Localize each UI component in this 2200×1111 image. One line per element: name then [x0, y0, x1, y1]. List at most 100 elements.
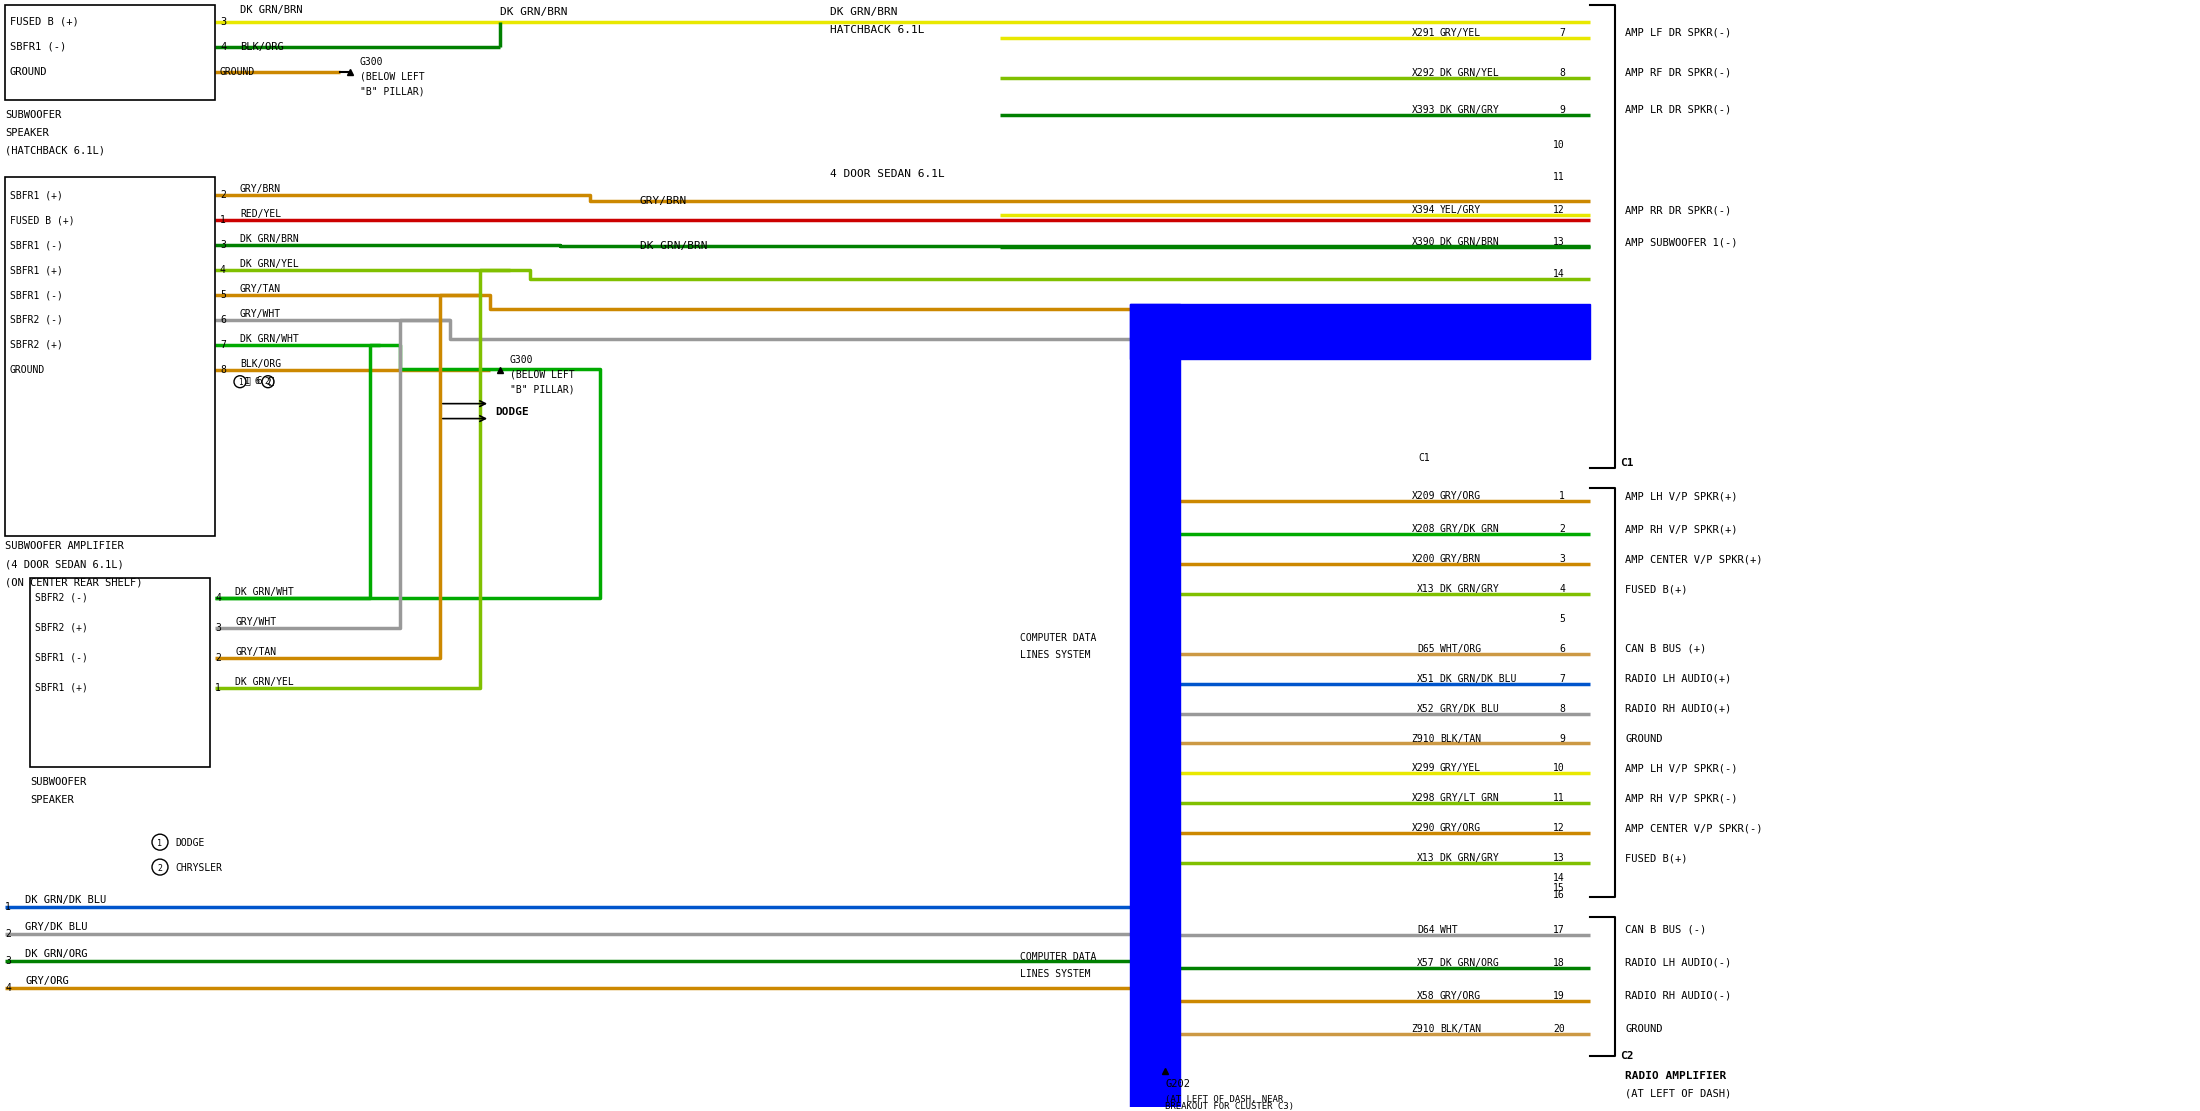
Text: X292: X292	[1412, 68, 1434, 78]
Text: 1: 1	[156, 839, 163, 848]
Text: 4: 4	[1560, 584, 1564, 594]
Text: CAN B BUS (-): CAN B BUS (-)	[1626, 924, 1707, 934]
Text: SBFR1 (-): SBFR1 (-)	[11, 42, 66, 52]
Text: GRY/ORG: GRY/ORG	[24, 975, 68, 985]
Text: WHT/ORG: WHT/ORG	[1441, 643, 1481, 653]
Text: AMP CENTER V/P SPKR(-): AMP CENTER V/P SPKR(-)	[1626, 823, 1762, 833]
Text: DK GRN/DK BLU: DK GRN/DK BLU	[24, 895, 106, 905]
Text: 13: 13	[1553, 237, 1564, 247]
Text: 5: 5	[1560, 614, 1564, 624]
Text: AMP LH V/P SPKR(-): AMP LH V/P SPKR(-)	[1626, 763, 1738, 773]
Text: 8: 8	[1560, 703, 1564, 713]
Text: SBFR2 (+): SBFR2 (+)	[35, 623, 88, 633]
Text: DK GRN/YEL: DK GRN/YEL	[235, 677, 295, 687]
Text: SBFR2 (-): SBFR2 (-)	[11, 314, 64, 324]
Text: DK GRN/GRY: DK GRN/GRY	[1441, 853, 1498, 863]
Text: CAN B BUS (+): CAN B BUS (+)	[1626, 643, 1707, 653]
Text: BLK/TAN: BLK/TAN	[1441, 733, 1481, 743]
Text: 12: 12	[1553, 206, 1564, 216]
Text: RADIO LH AUDIO(-): RADIO LH AUDIO(-)	[1626, 958, 1731, 968]
Text: GRY/LT GRN: GRY/LT GRN	[1441, 793, 1498, 803]
Text: C1: C1	[1419, 453, 1430, 463]
Text: SPEAKER: SPEAKER	[31, 795, 75, 805]
Text: BLK/ORG: BLK/ORG	[240, 42, 284, 52]
Text: 11: 11	[1553, 793, 1564, 803]
Bar	[31, 578, 209, 768]
Text: 19: 19	[1553, 991, 1564, 1001]
Text: DODGE: DODGE	[176, 838, 205, 848]
Text: 12: 12	[1553, 823, 1564, 833]
Text: 7: 7	[1560, 673, 1564, 683]
Text: 2: 2	[1560, 524, 1564, 534]
Text: 17: 17	[1553, 924, 1564, 934]
Text: SBFR1 (+): SBFR1 (+)	[35, 682, 88, 692]
Text: (4 DOOR SEDAN 6.1L): (4 DOOR SEDAN 6.1L)	[4, 559, 123, 569]
Text: X394: X394	[1412, 206, 1434, 216]
Text: 14: 14	[1553, 873, 1564, 883]
Text: DK GRN/GRY: DK GRN/GRY	[1441, 104, 1498, 114]
Text: LINES SYSTEM: LINES SYSTEM	[1021, 969, 1091, 979]
Text: DK GRN/BRN: DK GRN/BRN	[829, 7, 898, 17]
Text: AMP CENTER V/P SPKR(+): AMP CENTER V/P SPKR(+)	[1626, 554, 1762, 564]
Text: COMPUTER DATA: COMPUTER DATA	[1021, 952, 1096, 962]
Text: D64: D64	[1417, 924, 1434, 934]
Text: RADIO AMPLIFIER: RADIO AMPLIFIER	[1626, 1071, 1727, 1081]
Text: GROUND: GROUND	[11, 67, 48, 77]
Text: GRY/WHT: GRY/WHT	[235, 617, 277, 627]
Text: GRY/YEL: GRY/YEL	[1441, 28, 1481, 38]
Text: FUSED B(+): FUSED B(+)	[1626, 584, 1687, 594]
Text: 4: 4	[216, 593, 220, 603]
Text: GRY/ORG: GRY/ORG	[1441, 823, 1481, 833]
Text: X200: X200	[1412, 554, 1434, 564]
Text: 3: 3	[220, 240, 227, 250]
Text: "B" PILLAR): "B" PILLAR)	[510, 384, 574, 394]
Text: COMPUTER DATA: COMPUTER DATA	[1021, 633, 1096, 643]
Text: FUSED B (+): FUSED B (+)	[11, 216, 75, 226]
Text: SBFR2 (+): SBFR2 (+)	[11, 340, 64, 350]
Bar	[1131, 304, 1179, 1108]
Text: ⓘ 6 ⓙ: ⓘ 6 ⓙ	[244, 374, 275, 384]
Text: X291: X291	[1412, 28, 1434, 38]
Text: YEL/GRY: YEL/GRY	[1441, 206, 1481, 216]
Bar	[4, 178, 216, 537]
Text: (HATCHBACK 6.1L): (HATCHBACK 6.1L)	[4, 146, 106, 156]
Text: GROUND: GROUND	[11, 364, 46, 374]
Text: Z910: Z910	[1412, 1023, 1434, 1033]
Text: RADIO RH AUDIO(-): RADIO RH AUDIO(-)	[1626, 991, 1731, 1001]
Text: AMP SUBWOOFER 1(-): AMP SUBWOOFER 1(-)	[1626, 237, 1738, 247]
Text: 9: 9	[1560, 733, 1564, 743]
Text: (ON CENTER REAR SHELF): (ON CENTER REAR SHELF)	[4, 577, 143, 587]
Text: GROUND: GROUND	[1626, 733, 1663, 743]
Text: 15: 15	[1553, 883, 1564, 893]
Text: DK GRN/GRY: DK GRN/GRY	[1441, 584, 1498, 594]
Text: GRY/ORG: GRY/ORG	[1441, 491, 1481, 501]
Text: FUSED B(+): FUSED B(+)	[1626, 853, 1687, 863]
Text: C2: C2	[1619, 1051, 1632, 1061]
Text: X299: X299	[1412, 763, 1434, 773]
Text: 2: 2	[216, 653, 220, 663]
Text: 6: 6	[1560, 643, 1564, 653]
Text: X390: X390	[1412, 237, 1434, 247]
Text: DK GRN/YEL: DK GRN/YEL	[240, 259, 299, 269]
Text: GRY/BRN: GRY/BRN	[640, 197, 686, 207]
Text: SUBWOOFER: SUBWOOFER	[4, 110, 62, 120]
Text: SBFR2 (-): SBFR2 (-)	[35, 593, 88, 603]
Text: GROUND: GROUND	[1626, 1023, 1663, 1033]
Text: 18: 18	[1553, 958, 1564, 968]
Text: X208: X208	[1412, 524, 1434, 534]
Bar	[4, 4, 216, 100]
Text: DK GRN/BRN: DK GRN/BRN	[240, 234, 299, 244]
Text: GRY/BRN: GRY/BRN	[240, 184, 282, 194]
Text: 4 DOOR SEDAN 6.1L: 4 DOOR SEDAN 6.1L	[829, 169, 944, 179]
Text: 6: 6	[220, 314, 227, 324]
Text: C1: C1	[1619, 459, 1632, 469]
Text: DK GRN/WHT: DK GRN/WHT	[240, 334, 299, 344]
Text: X58: X58	[1417, 991, 1434, 1001]
Text: G300: G300	[361, 57, 383, 67]
Text: X209: X209	[1412, 491, 1434, 501]
Text: GRY/DK BLU: GRY/DK BLU	[24, 922, 88, 932]
Text: GROUND: GROUND	[220, 67, 255, 77]
Text: DK GRN/WHT: DK GRN/WHT	[235, 587, 295, 597]
Text: Z910: Z910	[1412, 733, 1434, 743]
Text: (AT LEFT OF DASH, NEAR: (AT LEFT OF DASH, NEAR	[1166, 1094, 1283, 1104]
